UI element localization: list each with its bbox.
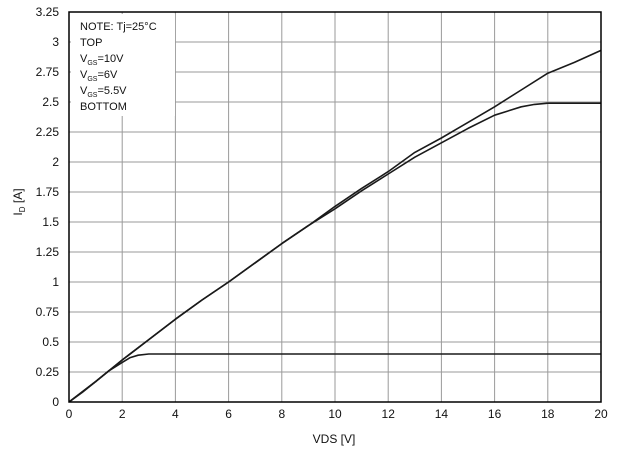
y-tick-label: 2.75 <box>36 65 60 79</box>
note-top: TOP <box>80 37 102 49</box>
y-tick-label: 0.75 <box>36 305 60 319</box>
note-legend: NOTE: Tj=25°C TOP VGS=10V VGS=6V VGS=5.5… <box>71 14 175 116</box>
note-vgs-6v: VGS=6V <box>80 69 118 83</box>
x-tick-label: 20 <box>594 407 608 421</box>
x-tick-label: 16 <box>488 407 502 421</box>
series-lines <box>68 49 602 403</box>
x-tick-label: 12 <box>382 407 396 421</box>
y-tick-label: 0.5 <box>42 335 59 349</box>
plot-frame <box>68 11 602 403</box>
y-tick-label: 2 <box>52 155 59 169</box>
note-box <box>71 14 175 116</box>
tick-labels: 0 2 4 6 8 10 12 14 16 18 20 0 0.25 0.5 0.75 1 1.25 1.5 1.7… <box>36 5 608 421</box>
y-tick-label: 1.75 <box>36 185 60 199</box>
x-tick-label: 18 <box>541 407 555 421</box>
x-tick-label: 10 <box>328 407 342 421</box>
x-tick-label: 0 <box>66 407 73 421</box>
note-title: NOTE: Tj=25°C <box>80 21 157 33</box>
note-vgs-10v: VGS=10V <box>80 53 124 67</box>
series-line-2 <box>68 102 601 403</box>
y-tick-label: 2.5 <box>42 95 59 109</box>
x-axis-label: VDS [V] <box>313 432 356 446</box>
y-tick-label: 0.25 <box>36 365 60 379</box>
x-tick-label: 4 <box>172 407 179 421</box>
y-tick-label: 1.5 <box>42 215 59 229</box>
y-tick-label: 3.25 <box>36 5 60 19</box>
x-tick-label: 8 <box>278 407 285 421</box>
x-tick-label: 2 <box>119 407 126 421</box>
y-tick-label: 0 <box>52 395 59 409</box>
y-axis-label: ID [A] <box>11 188 27 215</box>
y-tick-label: 3 <box>52 35 59 49</box>
y-tick-label: 2.25 <box>36 125 60 139</box>
note-bottom: BOTTOM <box>80 101 127 113</box>
y-tick-label: 1 <box>52 275 59 289</box>
x-tick-label: 14 <box>435 407 449 421</box>
y-tick-label: 1.25 <box>36 245 60 259</box>
x-tick-label: 6 <box>225 407 232 421</box>
note-vgs-5-5v: VGS=5.5V <box>80 85 127 99</box>
series-line-3 <box>68 353 601 403</box>
